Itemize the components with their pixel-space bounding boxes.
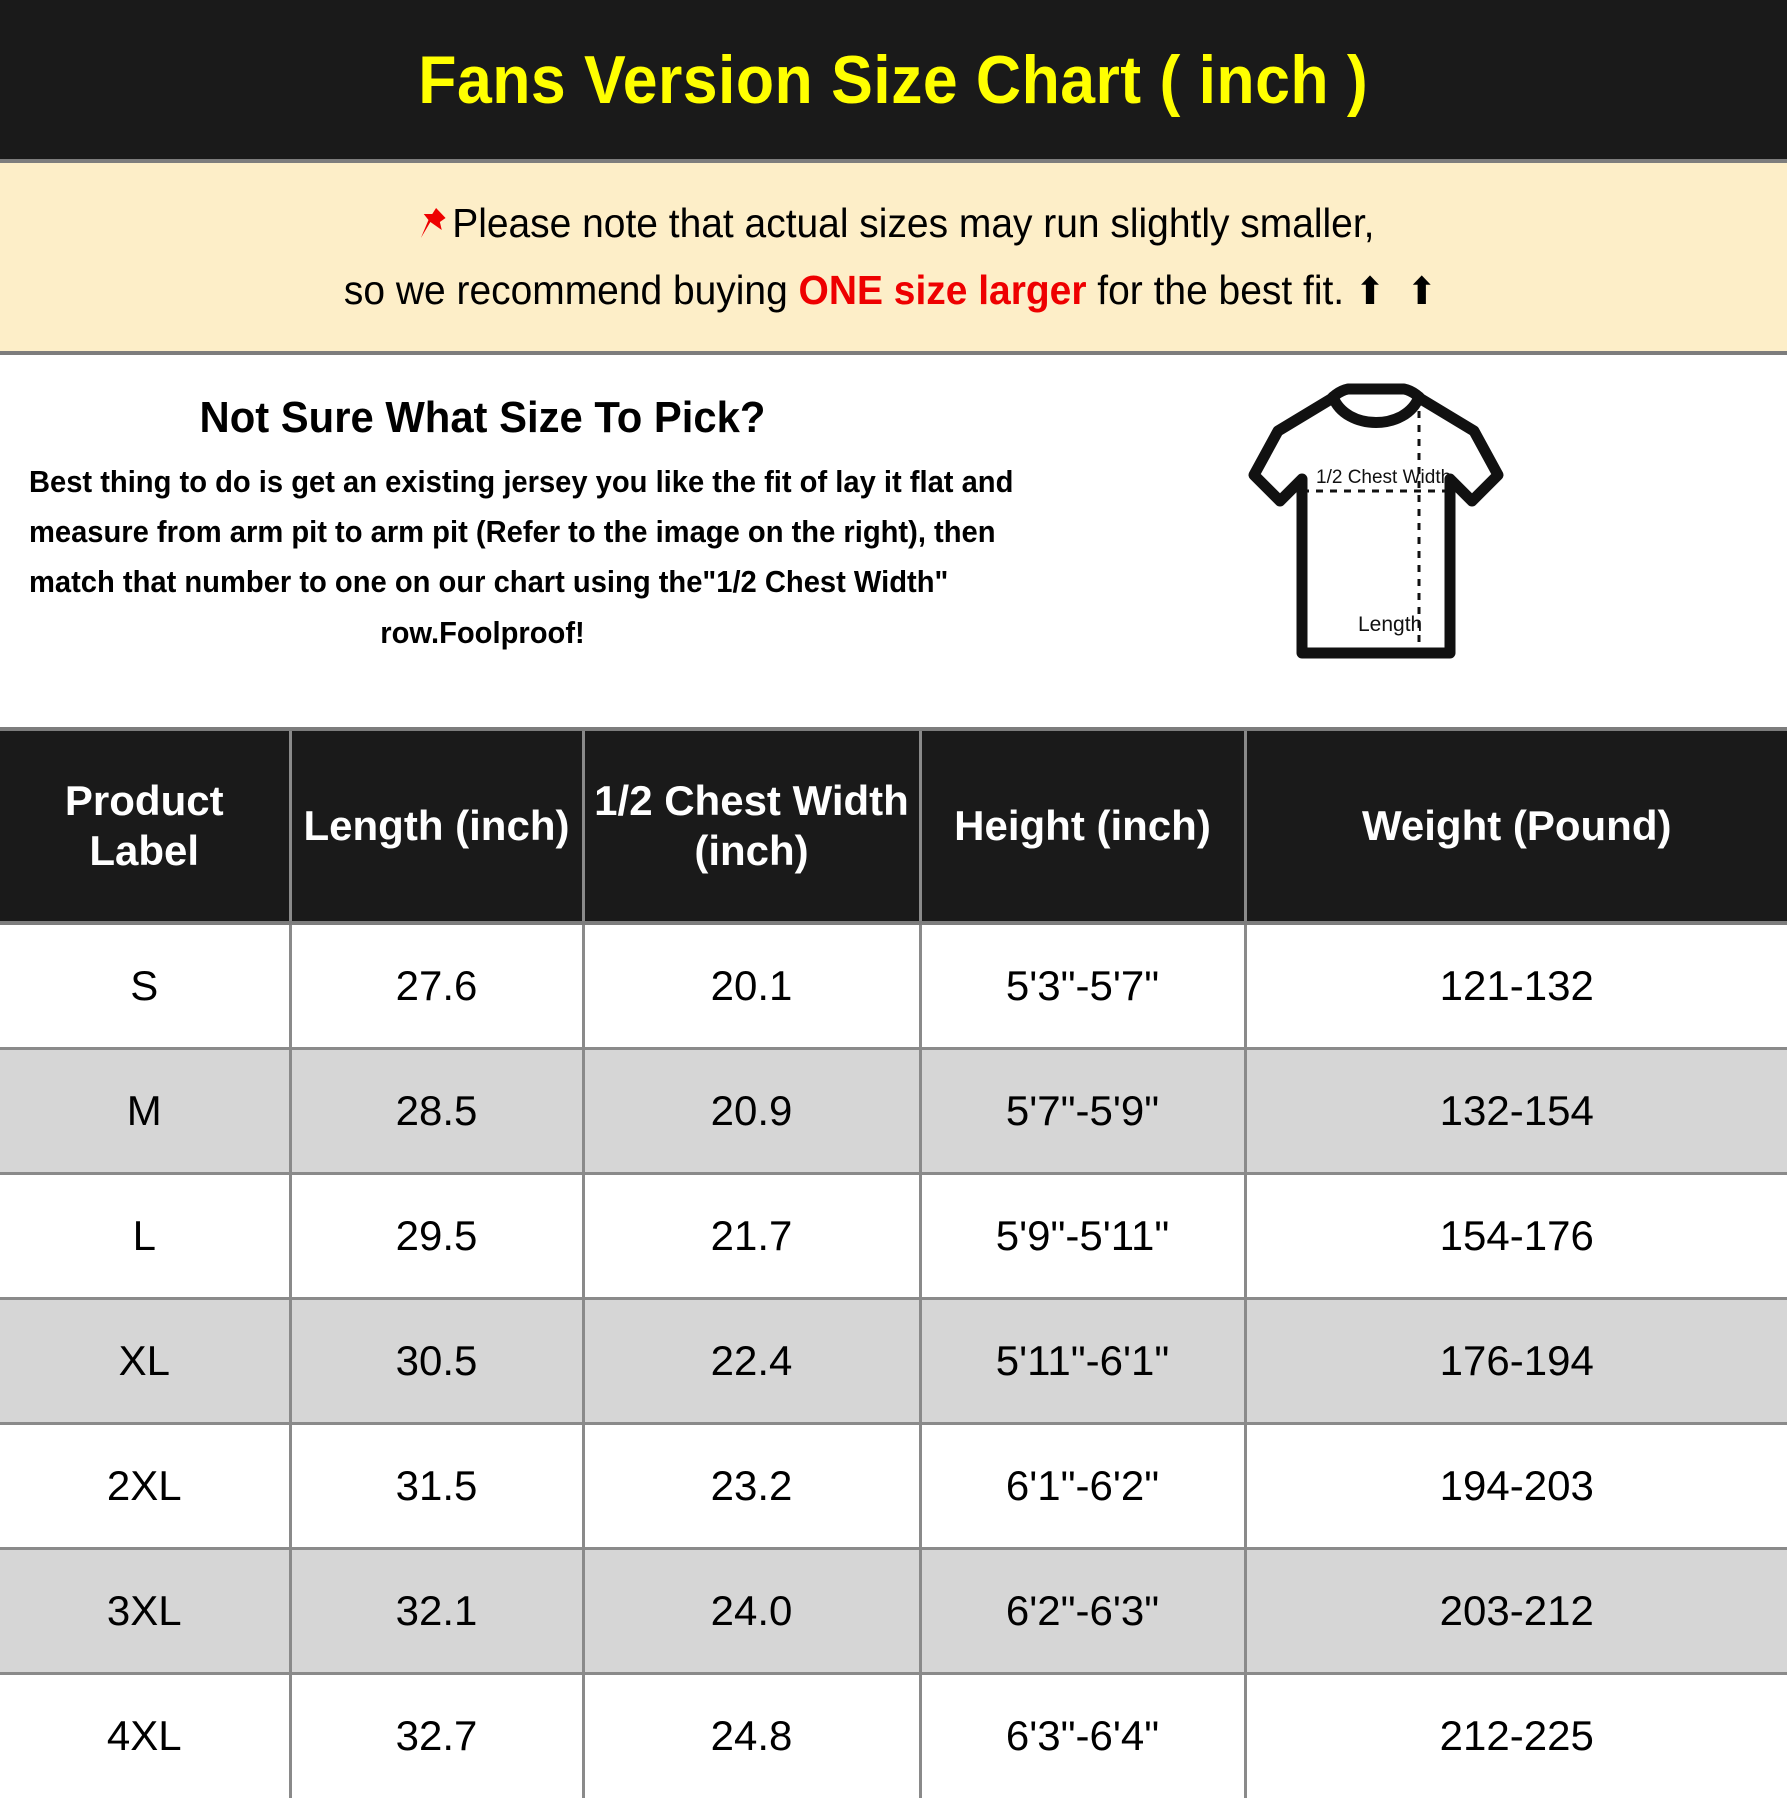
note-line-1: Please note that actual sizes may run sl… <box>412 193 1375 260</box>
cell-weight: 121-132 <box>1245 923 1787 1050</box>
guide-heading: Not Sure What Size To Pick? <box>199 393 766 442</box>
tshirt-diagram-wrap: 1/2 Chest Width Length <box>965 355 1787 673</box>
guide-body-line-3: match that number to one on our chart us… <box>28 564 949 600</box>
cell-height: 5'11"-6'1" <box>920 1298 1247 1425</box>
cell-product-label: M <box>0 1048 292 1175</box>
cell-product-label: S <box>0 923 292 1050</box>
cell-weight: 176-194 <box>1245 1298 1787 1425</box>
note-text-1: Please note that actual sizes may run sl… <box>452 200 1375 247</box>
length-label: Length <box>1358 613 1422 636</box>
column-header-chest-width: 1/2 Chest Width (inch) <box>583 731 922 925</box>
cell-product-label: 3XL <box>0 1548 292 1675</box>
up-arrow-icon: ⬆ ⬆ <box>1355 271 1443 313</box>
cell-length: 31.5 <box>290 1423 585 1550</box>
table-body: S 27.6 20.1 5'3"-5'7" 121-132 M 28.5 20.… <box>0 923 1787 1798</box>
cell-chest-width: 20.9 <box>583 1048 922 1175</box>
column-header-weight: Weight (Pound) <box>1245 731 1787 925</box>
cell-product-label: L <box>0 1173 292 1300</box>
cell-height: 6'2"-6'3" <box>920 1548 1247 1675</box>
table-row: 4XL 32.7 24.8 6'3"-6'4" 212-225 <box>0 1673 1787 1798</box>
table-row: S 27.6 20.1 5'3"-5'7" 121-132 <box>0 923 1787 1050</box>
cell-weight: 194-203 <box>1245 1423 1787 1550</box>
chest-width-label: 1/2 Chest Width <box>1316 467 1451 488</box>
guide-body-line-1: Best thing to do is get an existing jers… <box>28 464 1014 499</box>
table-row: 2XL 31.5 23.2 6'1"-6'2" 194-203 <box>0 1423 1787 1550</box>
pushpin-icon <box>412 199 450 260</box>
cell-product-label: XL <box>0 1298 292 1425</box>
guide-text-block: Not Sure What Size To Pick? Best thing t… <box>0 355 1014 658</box>
column-header-height: Height (inch) <box>920 731 1247 925</box>
tshirt-measurement-diagram: 1/2 Chest Width Length <box>1248 383 1504 659</box>
note-text-2-after: for the best fit. <box>1086 267 1356 313</box>
cell-chest-width: 23.2 <box>583 1423 922 1550</box>
page-title: Fans Version Size Chart ( inch ) <box>418 41 1369 118</box>
cell-length: 32.7 <box>290 1673 585 1798</box>
cell-height: 6'3"-6'4" <box>920 1673 1247 1798</box>
chart-header-band: Fans Version Size Chart ( inch ) <box>0 0 1787 163</box>
cell-weight: 203-212 <box>1245 1548 1787 1675</box>
cell-product-label: 4XL <box>0 1673 292 1798</box>
size-chart-table: Product Label Length (inch) 1/2 Chest Wi… <box>0 731 1787 1798</box>
table-row: XL 30.5 22.4 5'11"-6'1" 176-194 <box>0 1298 1787 1425</box>
cell-length: 29.5 <box>290 1173 585 1300</box>
note-line-2: so we recommend buying ONE size larger f… <box>344 260 1443 321</box>
cell-chest-width: 24.0 <box>583 1548 922 1675</box>
table-header-row: Product Label Length (inch) 1/2 Chest Wi… <box>0 731 1787 925</box>
size-note-banner: Please note that actual sizes may run sl… <box>0 163 1787 355</box>
cell-weight: 212-225 <box>1245 1673 1787 1798</box>
table-header: Product Label Length (inch) 1/2 Chest Wi… <box>0 731 1787 925</box>
cell-weight: 132-154 <box>1245 1048 1787 1175</box>
cell-chest-width: 21.7 <box>583 1173 922 1300</box>
guide-body-line-2: measure from arm pit to arm pit (Refer t… <box>28 514 996 550</box>
cell-length: 28.5 <box>290 1048 585 1175</box>
note-text-2-before: so we recommend buying <box>344 267 799 313</box>
table-row: L 29.5 21.7 5'9"-5'11" 154-176 <box>0 1173 1787 1300</box>
cell-height: 5'7"-5'9" <box>920 1048 1247 1175</box>
table-row: 3XL 32.1 24.0 6'2"-6'3" 203-212 <box>0 1548 1787 1675</box>
cell-product-label: 2XL <box>0 1423 292 1550</box>
cell-height: 5'3"-5'7" <box>920 923 1247 1050</box>
cell-length: 27.6 <box>290 923 585 1050</box>
column-header-product-label: Product Label <box>0 731 292 925</box>
table-row: M 28.5 20.9 5'7"-5'9" 132-154 <box>0 1048 1787 1175</box>
cell-length: 30.5 <box>290 1298 585 1425</box>
sizing-guide-section: Not Sure What Size To Pick? Best thing t… <box>0 355 1787 731</box>
column-header-length: Length (inch) <box>290 731 585 925</box>
cell-height: 5'9"-5'11" <box>920 1173 1247 1300</box>
cell-weight: 154-176 <box>1245 1173 1787 1300</box>
cell-chest-width: 22.4 <box>583 1298 922 1425</box>
guide-body-line-4: row.Foolproof! <box>380 614 585 650</box>
cell-length: 32.1 <box>290 1548 585 1675</box>
cell-chest-width: 20.1 <box>583 923 922 1050</box>
note-emphasis: ONE size larger <box>798 267 1087 313</box>
cell-height: 6'1"-6'2" <box>920 1423 1247 1550</box>
cell-chest-width: 24.8 <box>583 1673 922 1798</box>
